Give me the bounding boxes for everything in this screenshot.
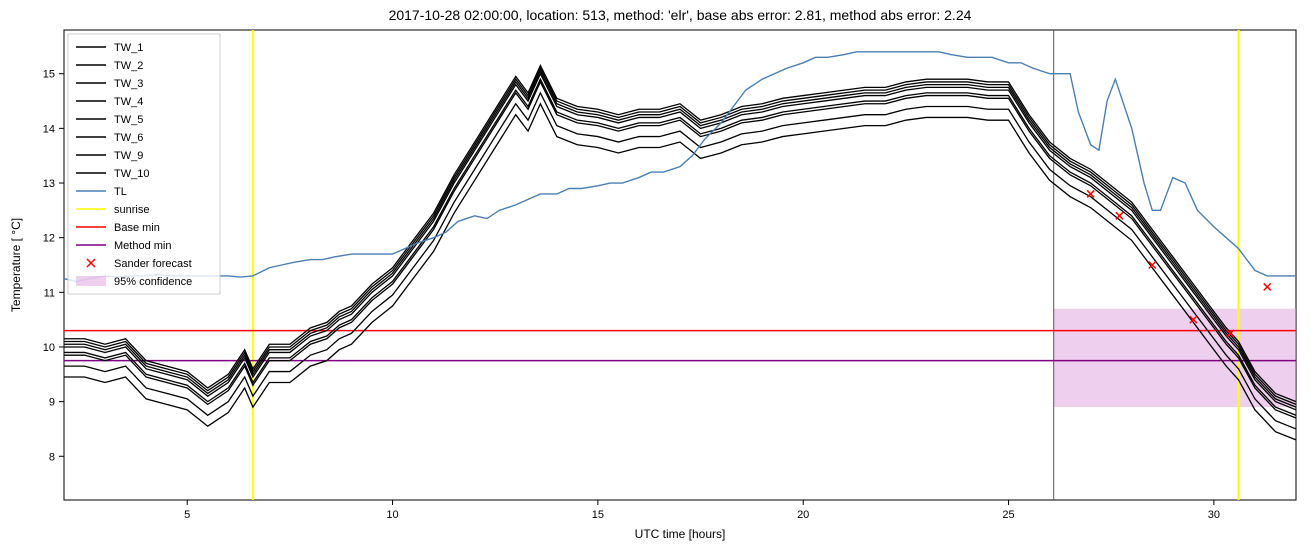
legend-label: TL bbox=[114, 186, 127, 198]
legend-label: TW_10 bbox=[114, 168, 149, 180]
xtick-label: 25 bbox=[1002, 509, 1014, 521]
y-axis-label: Temperature [ °C] bbox=[9, 218, 23, 312]
scatter-point-1 bbox=[1116, 212, 1123, 219]
legend-label: Base min bbox=[114, 222, 160, 234]
ytick-label: 11 bbox=[44, 287, 55, 299]
legend-label: Method min bbox=[114, 240, 171, 252]
xtick-label: 30 bbox=[1208, 509, 1220, 521]
xtick-label: 5 bbox=[184, 509, 190, 521]
legend-label: Sander forecast bbox=[114, 258, 192, 270]
legend-label: sunrise bbox=[114, 204, 149, 216]
legend-box bbox=[68, 34, 220, 294]
ytick-label: 13 bbox=[43, 178, 55, 190]
x-axis-label: UTC time [hours] bbox=[635, 527, 726, 541]
legend-label: TW_5 bbox=[114, 114, 143, 126]
ytick-label: 8 bbox=[49, 451, 55, 463]
xtick-label: 10 bbox=[386, 509, 398, 521]
legend-label: 95% confidence bbox=[114, 276, 192, 288]
ytick-label: 12 bbox=[43, 233, 55, 245]
ytick-label: 14 bbox=[43, 123, 55, 135]
legend-label: TW_2 bbox=[114, 60, 143, 72]
legend-swatch bbox=[76, 276, 106, 286]
legend-label: TW_1 bbox=[114, 42, 143, 54]
xtick-label: 15 bbox=[592, 509, 604, 521]
ytick-label: 9 bbox=[49, 397, 55, 409]
ytick-label: 15 bbox=[43, 69, 55, 81]
legend-label: TW_3 bbox=[114, 78, 143, 90]
plot-border bbox=[64, 30, 1296, 500]
ytick-label: 10 bbox=[43, 342, 55, 354]
legend-label: TW_6 bbox=[114, 132, 143, 144]
chart-svg: 5 10 15 20 25 30 8 9 10 11 12 13 14 15 UTC time [hours… bbox=[0, 0, 1311, 547]
xtick-label: 20 bbox=[797, 509, 809, 521]
chart-title: 2017-10-28 02:00:00, location: 513, meth… bbox=[389, 7, 972, 23]
legend-label: TW_9 bbox=[114, 150, 143, 162]
series-tl bbox=[64, 52, 1296, 282]
chart-container: 5 10 15 20 25 30 8 9 10 11 12 13 14 15 UTC time [hours… bbox=[0, 0, 1311, 547]
scatter-point-5 bbox=[1264, 283, 1271, 290]
legend-label: TW_4 bbox=[114, 96, 143, 108]
